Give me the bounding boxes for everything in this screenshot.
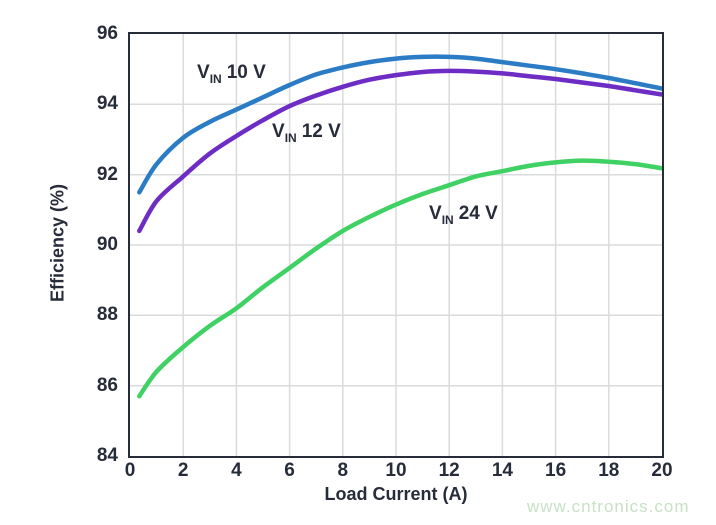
x-tick-label: 4 bbox=[231, 460, 242, 481]
x-tick-label: 16 bbox=[545, 460, 567, 481]
x-tick-label: 14 bbox=[491, 460, 513, 481]
y-tick-label: 94 bbox=[96, 93, 118, 115]
x-tick-label: 20 bbox=[651, 460, 673, 481]
curve-vin-24-v bbox=[137, 158, 662, 399]
curve-label-sub: IN bbox=[209, 71, 222, 86]
x-tick-label: 10 bbox=[385, 460, 407, 481]
y-tick-label: 96 bbox=[96, 23, 118, 44]
curve-label-sub: IN bbox=[441, 212, 454, 227]
watermark: www.cntronics.com bbox=[527, 497, 690, 516]
curve-label-base: V bbox=[197, 62, 210, 83]
curve-label-rest: 10 V bbox=[226, 62, 266, 83]
curve-vin-10-v bbox=[137, 54, 662, 195]
x-tick-label: 0 bbox=[124, 460, 136, 481]
curve-label-vin-12v: VIN 12 V bbox=[272, 121, 341, 145]
y-tick-label: 88 bbox=[96, 304, 118, 326]
curve-label-rest: 24 V bbox=[458, 203, 498, 224]
plot-area bbox=[128, 32, 664, 458]
y-tick-label: 92 bbox=[96, 163, 118, 185]
curve-vin-12-v bbox=[137, 68, 662, 234]
x-tick-label: 2 bbox=[177, 460, 189, 481]
x-tick-label: 12 bbox=[438, 460, 460, 481]
x-tick-label: 18 bbox=[598, 460, 620, 481]
curve-label-vin-24v: VIN 24 V bbox=[429, 203, 498, 227]
x-tick-label: 6 bbox=[284, 460, 295, 481]
x-axis-title: Load Current (A) bbox=[324, 484, 468, 504]
curve-label-vin-10v: VIN 10 V bbox=[197, 62, 266, 86]
y-tick-label: 84 bbox=[96, 445, 118, 466]
curve-label-base: V bbox=[429, 203, 442, 224]
curve-label-sub: IN bbox=[284, 130, 297, 145]
curve-label-base: V bbox=[272, 121, 285, 142]
curves-canvas bbox=[130, 34, 662, 456]
y-tick-label: 86 bbox=[96, 374, 118, 396]
x-tick-label: 8 bbox=[337, 460, 349, 481]
y-tick-label: 90 bbox=[96, 234, 118, 255]
curve-label-rest: 12 V bbox=[301, 121, 341, 142]
